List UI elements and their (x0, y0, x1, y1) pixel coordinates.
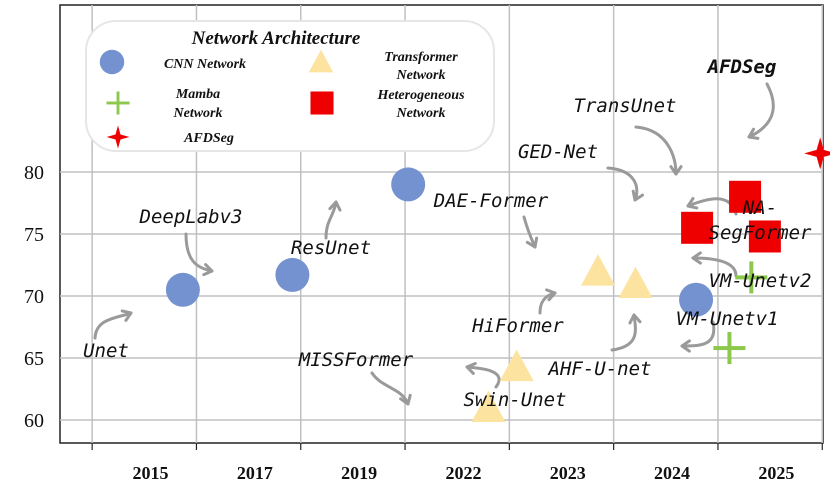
point-resunet (391, 167, 426, 202)
x-tick-label: 2024 (654, 463, 690, 483)
leader-arrowhead (525, 236, 539, 249)
leader-arrowhead (747, 127, 760, 140)
point-vm-unetv2 (735, 261, 768, 294)
leader-line (93, 311, 133, 340)
legend-label: Heterogeneous (376, 88, 465, 103)
x-tick-label: 2023 (550, 463, 586, 483)
leader-line (606, 166, 639, 202)
x-tick-label: 2025 (758, 463, 794, 483)
label-vm-unetv2: VM-Unetv2 (709, 270, 812, 292)
point-unet (165, 272, 200, 307)
leader-line (680, 320, 716, 348)
label-afdseg: AFDSeg (706, 56, 777, 78)
legend-marker-mamba (106, 91, 130, 115)
leader-line (691, 256, 738, 278)
leader-line (747, 82, 775, 139)
leader-arrowhead (628, 313, 642, 325)
label-vm-unetv1: VM-Unetv1 (676, 308, 779, 330)
point-vm-unetv1 (713, 332, 746, 365)
legend-entry-heterogeneous: Heterogeneous Network (310, 88, 465, 121)
leader-arrowhead (691, 251, 702, 265)
y-tick-label: 65 (24, 348, 44, 370)
label-deeplabv3: DeepLabv3 (139, 206, 243, 228)
y-tick-label: 80 (24, 162, 44, 184)
x-tick-label: 2017 (237, 463, 273, 483)
legend-label: CNN Network (164, 57, 246, 72)
leader-line (610, 313, 637, 352)
legend-marker-transformer (308, 49, 334, 73)
label-missformer: MISSFormer (298, 349, 414, 371)
point-transunet (729, 180, 762, 213)
legend: Network Architecture CNN Network Transform… (85, 20, 495, 152)
leader-arrowhead (120, 309, 133, 322)
leader-arrowhead (328, 200, 342, 212)
x-tick-label: 2015 (133, 463, 169, 483)
leader-line (324, 200, 338, 240)
legend-label: Network (173, 106, 223, 121)
y-tick-label: 70 (24, 286, 44, 308)
legend-entry-transformer: Transformer Network (308, 49, 458, 83)
label-hiformer: HiFormer (471, 315, 564, 337)
point-dae-former (581, 254, 616, 286)
point-deeplabv3 (275, 257, 310, 292)
legend-box (85, 20, 495, 152)
leader-arrowhead (399, 393, 412, 406)
annotation-arrows (93, 82, 775, 406)
legend-marker-afdseg (106, 125, 130, 149)
point-swin-unet (499, 349, 534, 382)
label-ged-net: GED-Net (518, 141, 598, 163)
label-resunet: ResUnet (291, 237, 371, 259)
legend-label: AFDSeg (183, 131, 234, 146)
label-ahf-u-net: AHF-U-net (548, 358, 652, 380)
legend-label: Mamba (175, 87, 220, 102)
point-missformer (471, 390, 506, 423)
x-tick-label: 2019 (341, 463, 377, 483)
legend-marker-heterogeneous (310, 91, 334, 115)
legend-marker-cnn (99, 49, 125, 75)
point-na-segformer (748, 220, 781, 253)
leader-line (634, 125, 678, 176)
legend-label: Network (396, 68, 446, 83)
leader-arrowhead (465, 362, 477, 375)
legend-title: Network Architecture (191, 28, 361, 49)
y-tick-label: 60 (24, 410, 44, 432)
x-tick-label: 2022 (445, 463, 481, 483)
label-na-segformer: SegFormer (709, 222, 813, 244)
legend-entry-mamba: Mamba Network (106, 87, 223, 121)
label-unet: Unet (83, 340, 129, 362)
point-ahf-u-net (679, 282, 714, 317)
leader-arrowhead (680, 339, 691, 353)
label-dae-former: DAE-Former (433, 190, 549, 212)
legend-entry-cnn: CNN Network (99, 49, 246, 75)
leader-arrowhead (669, 165, 683, 176)
legend-entry-afdseg: AFDSeg (106, 125, 234, 149)
point-hiformer (618, 266, 653, 299)
point-ged-net (681, 211, 714, 244)
label-swin-unet: Swin-Unet (464, 389, 567, 411)
point-afdseg (804, 137, 830, 170)
leader-arrowhead (631, 189, 644, 202)
leader-arrowhead (202, 263, 214, 277)
label-transunet: TransUnet (574, 95, 677, 117)
leader-line (184, 232, 214, 273)
data-points (165, 137, 830, 423)
leader-arrowhead (545, 288, 557, 302)
label-na-segformer: NA- (742, 197, 777, 219)
y-tick-label: 75 (24, 224, 44, 246)
legend-label: Network (396, 106, 446, 121)
leader-line (522, 215, 537, 249)
point-labels: Unet DeepLabv3 ResUnet MISSFormer Swin-Unet D… (83, 56, 812, 411)
leader-line (370, 371, 410, 406)
legend-label: Transformer (384, 50, 458, 65)
leader-arrowhead (686, 197, 699, 210)
